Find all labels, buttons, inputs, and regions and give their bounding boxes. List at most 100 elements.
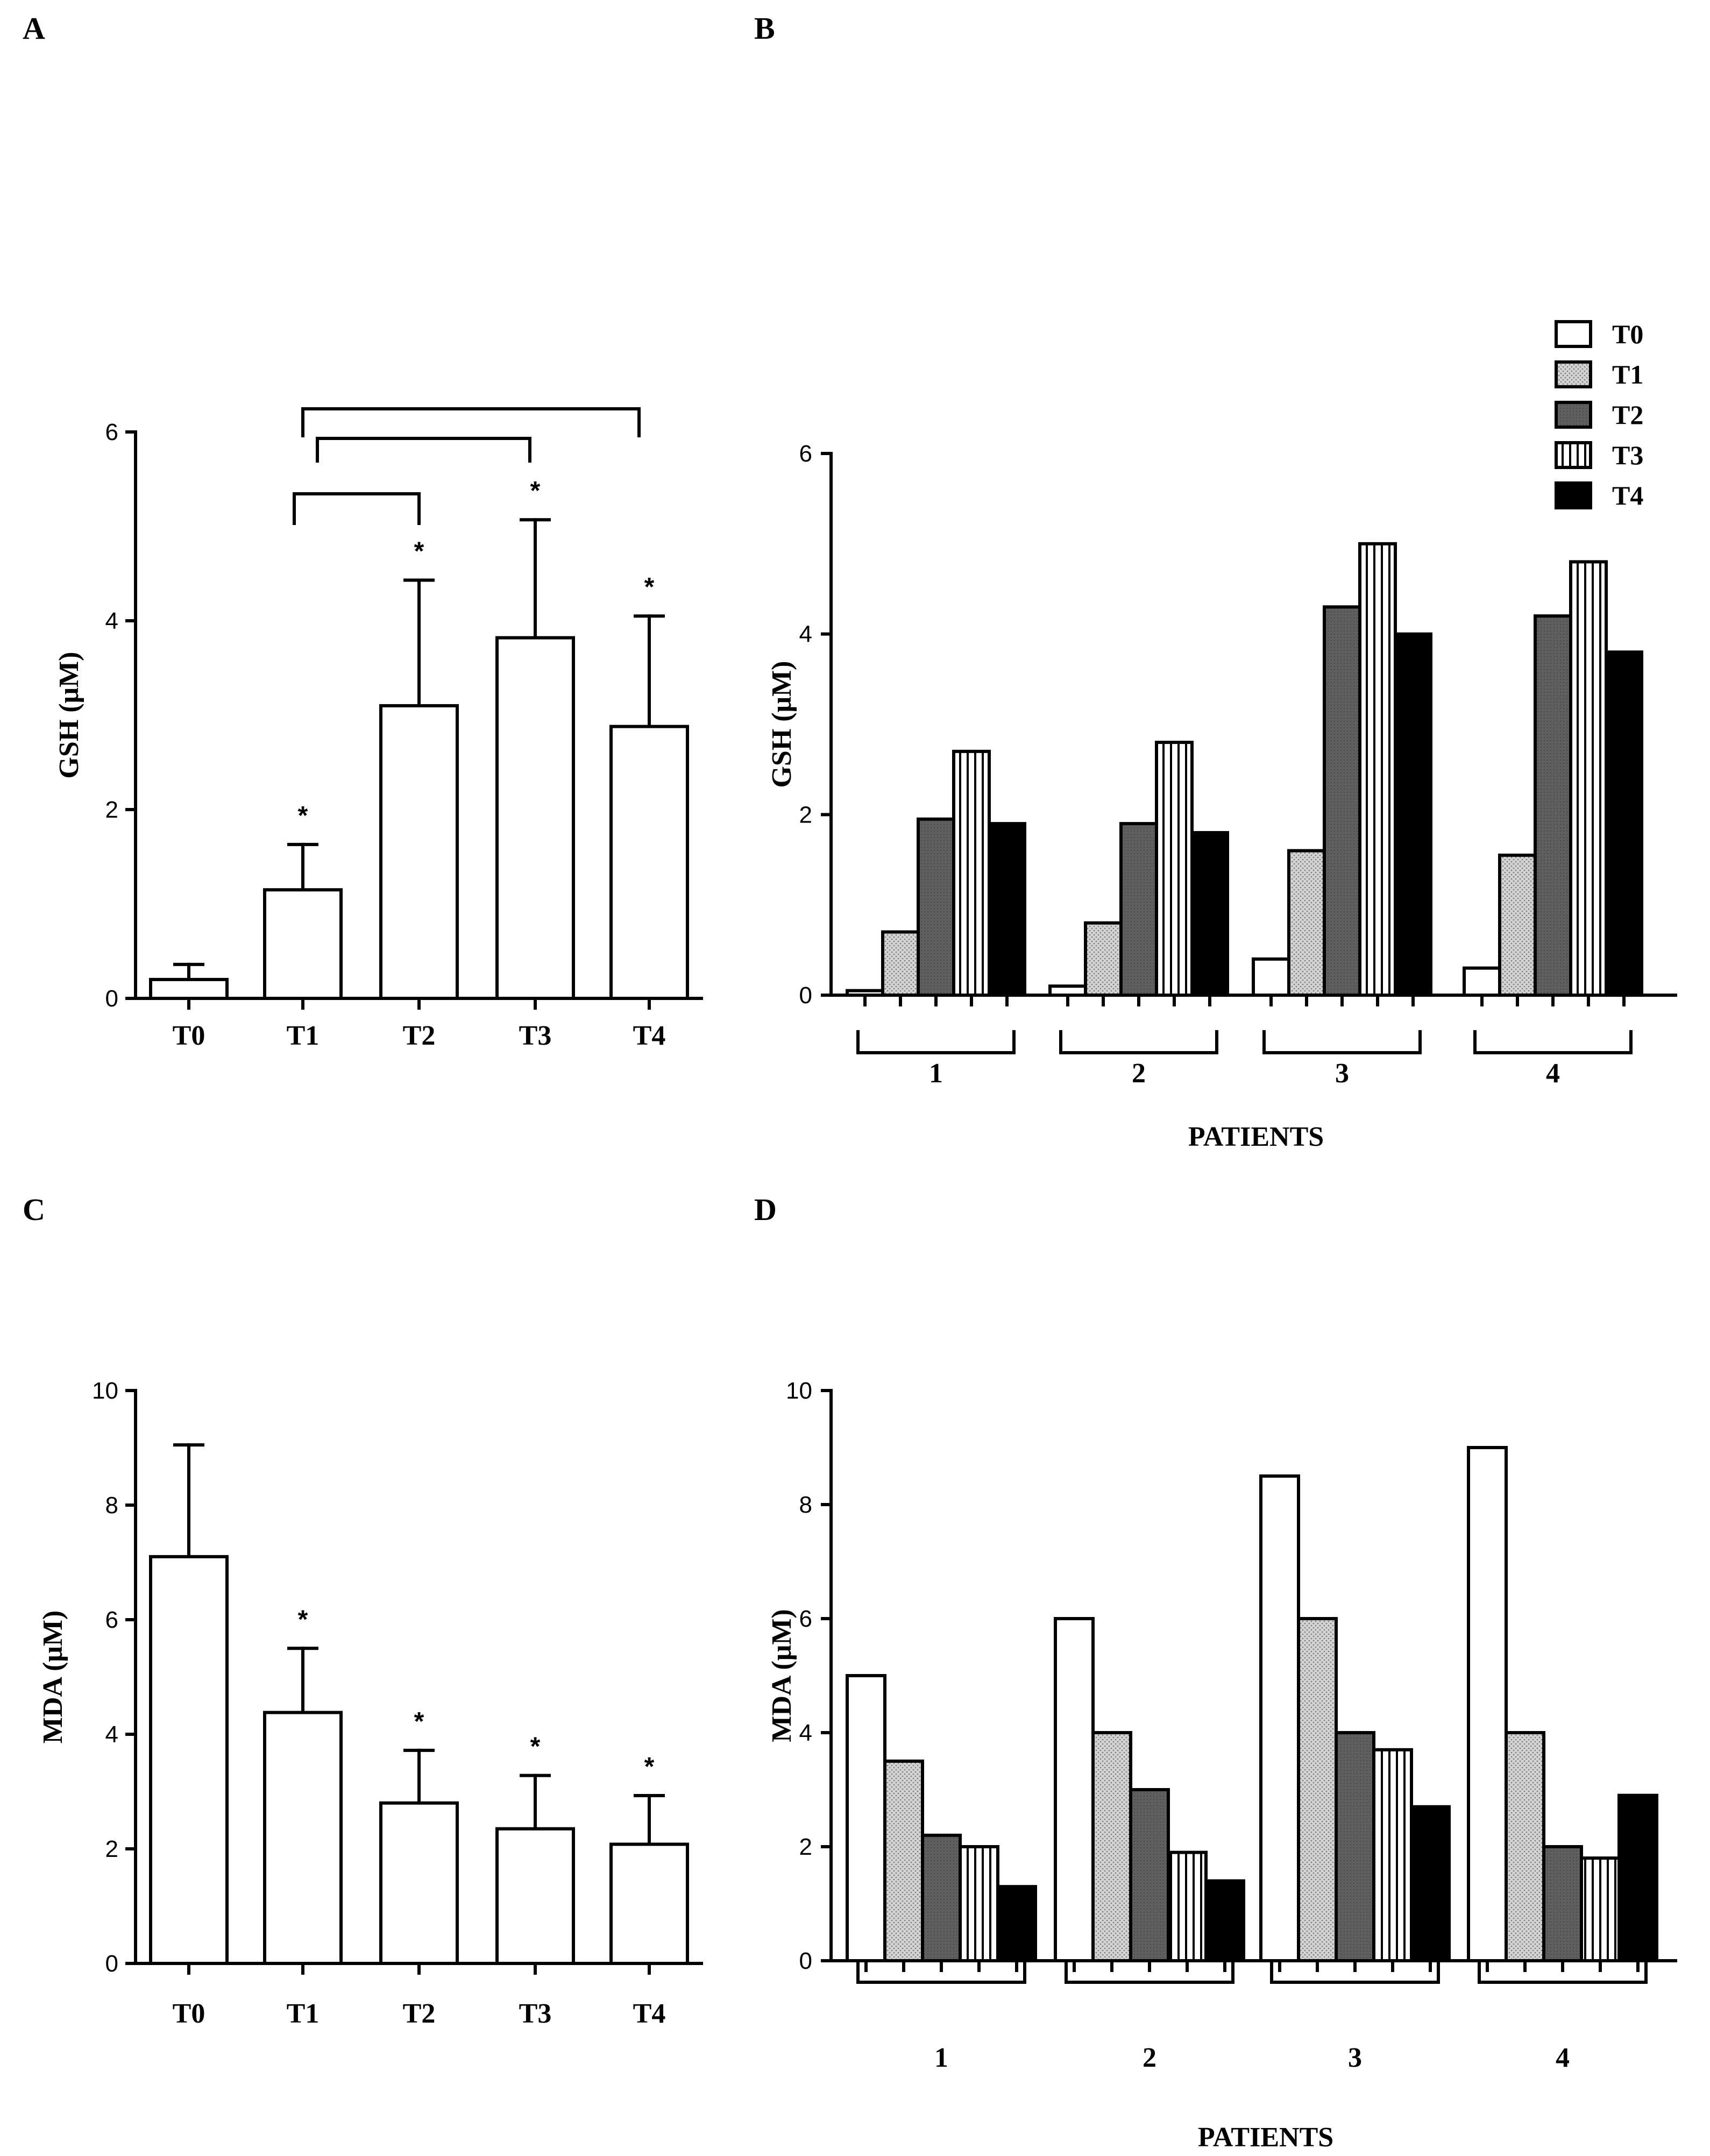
bar-patient-2-t2 — [1119, 822, 1158, 997]
bar-patient-1-t0 — [846, 1674, 886, 1962]
patient-group-bracket — [1473, 1030, 1633, 1054]
x-category-label: T2 — [403, 1020, 436, 1051]
bar-patient-3-t1 — [1297, 1617, 1338, 1962]
y-tick-label: 4 — [105, 1721, 118, 1748]
bar-t1 — [263, 888, 343, 1001]
x-category-label: T4 — [633, 1998, 666, 2029]
bar-patient-1-t3 — [952, 749, 991, 997]
chart-panel-a: A GSH (μM) 0 2 4 6 T0 * T1 * T2 * T3 * T4 — [23, 11, 703, 1051]
significance-star: * — [298, 1605, 308, 1634]
x-category-label: T0 — [173, 1020, 205, 1051]
legend-swatch-t1 — [1555, 360, 1592, 388]
bar-patient-3-t3 — [1372, 1748, 1413, 1963]
x-category-label: T3 — [519, 1020, 552, 1051]
bar-patient-1-t1 — [881, 930, 920, 997]
bar-patient-2-t3 — [1155, 741, 1194, 997]
y-tick-label: 0 — [799, 982, 812, 1009]
patient-group-bracket — [1262, 1030, 1422, 1054]
x-axis-label: PATIENTS — [1188, 1122, 1324, 1152]
bar-patient-3-t3 — [1358, 542, 1397, 997]
bar-patient-4-t2 — [1534, 614, 1572, 997]
patient-group-bracket — [1065, 1960, 1234, 1984]
x-category-label: 2 — [1132, 1058, 1146, 1089]
chart-panel-b: B GSH (μM) 0 2 4 6 1 2 3 4 PATIENTS T0 T1 T2 T3 T4 — [754, 11, 1677, 1152]
bar-patient-4-t0 — [1467, 1446, 1508, 1962]
patient-group-bracket — [1059, 1030, 1218, 1054]
bar-patient-3-t0 — [1252, 957, 1290, 997]
significance-star: * — [530, 1733, 541, 1761]
x-category-label: 2 — [1143, 2042, 1156, 2073]
patient-group-bracket — [1478, 1960, 1648, 1984]
bar-patient-3-t2 — [1335, 1731, 1375, 1962]
legend-swatch-t0 — [1555, 320, 1592, 348]
y-tick-label: 8 — [799, 1492, 812, 1518]
y-tick-label: 6 — [105, 419, 118, 445]
bar-patient-4-t3 — [1580, 1856, 1621, 1962]
bar-patient-2-t4 — [1190, 831, 1229, 997]
bar-patient-2-t1 — [1084, 921, 1123, 997]
x-category-label: 4 — [1556, 2042, 1570, 2073]
y-axis-label: MDA (μM) — [767, 1609, 797, 1742]
bar-patient-4-t3 — [1569, 560, 1608, 997]
bar-patient-3-t2 — [1323, 605, 1361, 997]
bar-patient-1-t3 — [959, 1845, 999, 1962]
patient-group-bracket — [856, 1960, 1026, 1984]
comparison-bracket-t1-t2 — [293, 492, 421, 525]
legend-entry: T0 — [1612, 319, 1643, 349]
y-axis-label: MDA (μM) — [38, 1611, 68, 1744]
significance-star: * — [644, 1753, 655, 1781]
bar-t4 — [609, 1842, 689, 1965]
legend-entry: T2 — [1612, 400, 1643, 430]
bar-patient-4-t1 — [1498, 853, 1537, 997]
bar-patient-1-t1 — [883, 1760, 924, 1962]
bar-patient-2-t1 — [1091, 1731, 1132, 1962]
x-category-label: T4 — [633, 1020, 666, 1051]
bar-patient-2-t0 — [1054, 1617, 1095, 1962]
significance-star: * — [530, 477, 541, 505]
chart-panel-c: C MDA (μM) 0 2 4 6 8 10 T0 * T1 * T2 * T3 * T4 — [23, 1192, 703, 2029]
patient-group-bracket — [856, 1030, 1016, 1054]
y-tick-label: 2 — [105, 797, 118, 823]
x-category-label: 1 — [929, 1058, 943, 1089]
bar-t2 — [379, 1801, 459, 1966]
significance-star: * — [644, 573, 655, 601]
y-tick-label: 4 — [105, 608, 118, 634]
bar-patient-4-t2 — [1542, 1845, 1583, 1962]
legend-entry: T3 — [1612, 440, 1643, 470]
x-category-label: 3 — [1348, 2042, 1362, 2073]
legend-entry: T1 — [1612, 359, 1643, 389]
y-tick-label: 2 — [799, 1834, 812, 1860]
y-tick-label: 6 — [799, 441, 812, 467]
significance-star: * — [414, 537, 424, 566]
panel-label: A — [23, 11, 45, 46]
x-category-label: 4 — [1546, 1058, 1560, 1089]
x-category-label: T1 — [287, 1020, 320, 1051]
y-tick-label: 6 — [105, 1607, 118, 1633]
y-tick-label: 10 — [786, 1378, 812, 1404]
bar-patient-1-t4 — [996, 1885, 1037, 1962]
bar-patient-3-t1 — [1287, 849, 1326, 997]
patient-group-bracket — [1270, 1960, 1440, 1984]
comparison-bracket-t1-t4 — [301, 407, 641, 437]
y-tick-label: 0 — [105, 985, 118, 1012]
comparison-bracket-t1-t3 — [316, 437, 531, 463]
bar-patient-4-t0 — [1463, 966, 1501, 997]
y-tick-label: 2 — [105, 1836, 118, 1862]
significance-star: * — [414, 1707, 424, 1736]
bar-patient-3-t0 — [1259, 1474, 1300, 1962]
y-axis-label: GSH (μM) — [54, 651, 84, 778]
bar-patient-1-t2 — [921, 1833, 962, 1963]
bar-patient-1-t4 — [988, 822, 1026, 997]
bar-patient-3-t4 — [1410, 1805, 1451, 1963]
y-tick-label: 4 — [799, 1720, 812, 1746]
x-category-label: T0 — [173, 1998, 205, 2029]
significance-star: * — [298, 802, 308, 830]
bar-patient-2-t3 — [1167, 1850, 1208, 1963]
bar-t0 — [149, 977, 229, 1001]
panel-label: B — [754, 11, 775, 46]
bar-patient-4-t4 — [1605, 650, 1643, 997]
legend-entry: T4 — [1612, 480, 1643, 510]
x-category-label: T2 — [403, 1998, 436, 2029]
